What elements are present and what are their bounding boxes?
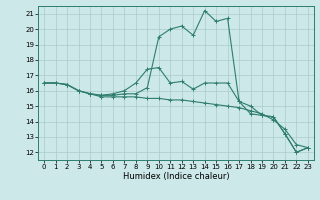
X-axis label: Humidex (Indice chaleur): Humidex (Indice chaleur)	[123, 172, 229, 181]
